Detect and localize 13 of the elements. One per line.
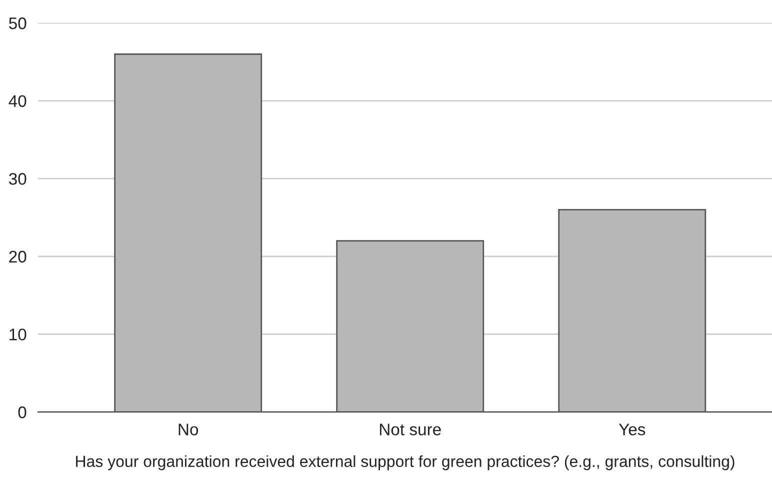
y-tick-label: 50	[9, 17, 26, 30]
y-tick-label: 30	[8, 173, 26, 185]
y-tick-label: 20	[9, 250, 26, 263]
y-tick-label: 10	[10, 328, 26, 340]
bar	[558, 209, 706, 412]
y-tick-label: 0	[18, 406, 26, 418]
y-tick-label: 40	[8, 95, 26, 108]
bar	[336, 240, 484, 412]
x-tick-label: Not sure	[380, 424, 441, 436]
x-axis-title: Has your organization received external support for green practices? (e.g., grants, consulting)	[76, 455, 734, 470]
x-tick-label: No	[178, 424, 198, 436]
x-tick-label: Yes	[618, 424, 646, 436]
bar	[114, 53, 262, 412]
